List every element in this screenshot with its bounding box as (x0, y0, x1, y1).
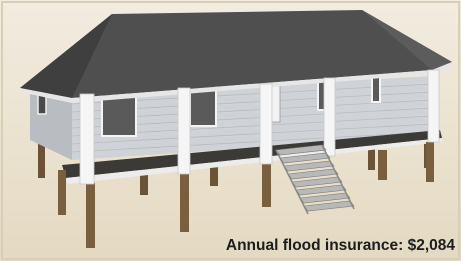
illustration: Annual flood insurance: $2,084 (0, 0, 461, 261)
page: {"caption": "Annual flood insurance: $2,… (0, 0, 461, 261)
caption: Annual flood insurance: $2,084 (226, 237, 455, 254)
